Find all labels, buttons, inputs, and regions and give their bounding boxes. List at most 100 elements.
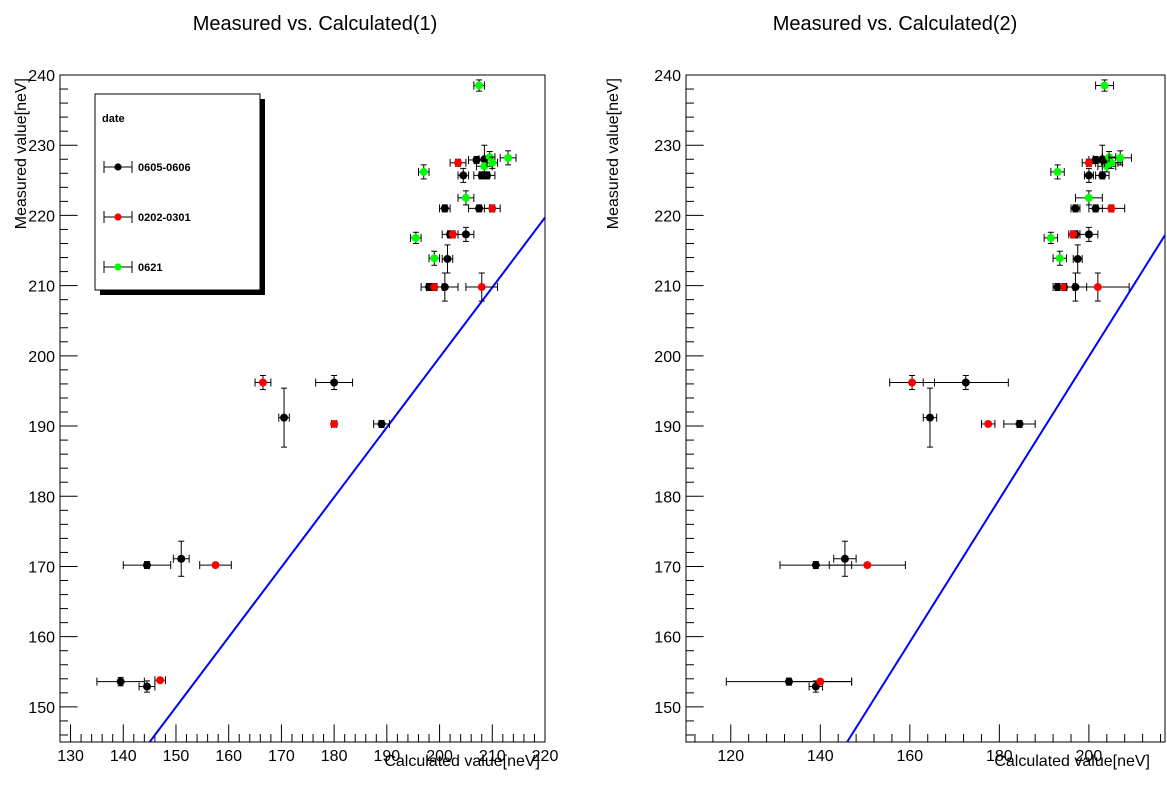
- data-point-0605-0606: [1071, 204, 1079, 212]
- legend-title: date: [102, 113, 125, 125]
- data-point-0202-0301: [1069, 230, 1077, 238]
- data-point-0605-0606: [841, 555, 849, 563]
- y-tick-label: 200: [654, 349, 681, 366]
- data-point-0202-0301: [330, 420, 338, 428]
- legend-marker-0621: [114, 263, 121, 270]
- data-point-0202-0301: [908, 379, 916, 387]
- data-point-0605-0606: [1016, 420, 1024, 428]
- y-tick-label: 170: [28, 559, 55, 576]
- data-point-0605-0606: [1074, 255, 1082, 263]
- y-axis-label-right: Measured value[neV]: [605, 78, 622, 229]
- data-point-0605-0606: [812, 561, 820, 569]
- data-point-0202-0301: [1094, 283, 1102, 291]
- data-point-0202-0301: [1107, 204, 1115, 212]
- x-tick-label: 150: [163, 748, 190, 765]
- data-point-0621: [1056, 254, 1064, 262]
- x-tick-label: 210: [479, 748, 506, 765]
- y-tick-label: 190: [654, 419, 681, 436]
- x-tick-label: 130: [57, 748, 84, 765]
- chart-title-right: Measured vs. Calculated(2): [773, 13, 1018, 35]
- data-point-0605-0606: [117, 678, 125, 686]
- data-point-0202-0301: [454, 159, 462, 167]
- legend-left: date 0605-0606 0202-0301 0621: [95, 94, 265, 295]
- x-tick-label: 200: [426, 748, 453, 765]
- data-point-0621: [462, 194, 470, 202]
- data-point-0605-0606: [143, 683, 151, 691]
- data-point-0621: [412, 234, 420, 242]
- y-tick-label: 220: [28, 208, 55, 225]
- legend-marker-0605-0606: [114, 163, 121, 170]
- data-point-0202-0301: [1085, 159, 1093, 167]
- x-tick-label: 140: [110, 748, 137, 765]
- data-point-0202-0301: [816, 678, 824, 686]
- data-point-0621: [1101, 82, 1109, 90]
- data-point-0605-0606: [1085, 171, 1093, 179]
- data-point-0621: [1107, 159, 1115, 167]
- x-tick-label: 180: [986, 748, 1013, 765]
- y-tick-label: 160: [654, 630, 681, 647]
- data-point-0605-0606: [177, 555, 185, 563]
- y-tick-label: 170: [654, 559, 681, 576]
- data-point-0605-0606: [443, 255, 451, 263]
- data-point-0605-0606: [459, 171, 467, 179]
- y-tick-label: 180: [654, 489, 681, 506]
- x-tick-label: 190: [373, 748, 400, 765]
- chart-title-left: Measured vs. Calculated(1): [193, 13, 438, 35]
- y-tick-label: 220: [654, 208, 681, 225]
- legend-label-0605-0606: 0605-0606: [138, 162, 191, 174]
- data-point-0621: [1085, 194, 1093, 202]
- x-tick-label: 180: [321, 748, 348, 765]
- data-point-0621: [430, 254, 438, 262]
- y-tick-label: 160: [28, 630, 55, 647]
- data-point-0621: [1054, 168, 1062, 176]
- y-tick-label: 230: [28, 138, 55, 155]
- data-point-0605-0606: [926, 414, 934, 422]
- y-tick-label: 210: [28, 279, 55, 296]
- data-point-0621: [1116, 154, 1124, 162]
- y-tick-label: 150: [28, 700, 55, 717]
- data-point-0605-0606: [280, 414, 288, 422]
- data-point-0605-0606: [330, 379, 338, 387]
- legend-marker-0202-0301: [114, 213, 121, 220]
- data-point-0202-0301: [156, 676, 164, 684]
- data-point-0605-0606: [143, 561, 151, 569]
- y-tick-label: 200: [28, 349, 55, 366]
- y-tick-label: 230: [654, 138, 681, 155]
- data-point-0202-0301: [863, 561, 871, 569]
- y-tick-label: 180: [28, 489, 55, 506]
- x-tick-label: 140: [807, 748, 834, 765]
- x-tick-label: 160: [215, 748, 242, 765]
- y-tick-label: 240: [28, 68, 55, 85]
- x-axis-label-right: Calculated value[neV]: [994, 753, 1150, 770]
- data-point-0605-0606: [1085, 230, 1093, 238]
- data-point-0202-0301: [430, 283, 438, 291]
- data-point-0605-0606: [462, 230, 470, 238]
- y-tick-label: 190: [28, 419, 55, 436]
- data-point-0202-0301: [449, 230, 457, 238]
- y-tick-label: 240: [654, 68, 681, 85]
- x-tick-label: 160: [896, 748, 923, 765]
- data-point-0605-0606: [962, 379, 970, 387]
- x-tick-label: 120: [717, 748, 744, 765]
- data-point-0202-0301: [478, 283, 486, 291]
- x-tick-label: 220: [532, 748, 559, 765]
- data-point-0621: [420, 168, 428, 176]
- y-tick-label: 210: [654, 279, 681, 296]
- data-point-0605-0606: [378, 420, 386, 428]
- data-point-0605-0606: [483, 171, 491, 179]
- data-point-0605-0606: [475, 204, 483, 212]
- x-tick-label: 170: [268, 748, 295, 765]
- data-point-0605-0606: [441, 204, 449, 212]
- x-axis-label-left: Calculated value[neV]: [384, 753, 540, 770]
- data-point-0621: [504, 154, 512, 162]
- data-point-0202-0301: [488, 204, 496, 212]
- data-point-0202-0301: [212, 561, 220, 569]
- data-point-0202-0301: [984, 420, 992, 428]
- legend-label-0621: 0621: [138, 262, 162, 274]
- data-point-0202-0301: [259, 379, 267, 387]
- data-point-0621: [1047, 234, 1055, 242]
- data-point-0621: [488, 159, 496, 167]
- legend-label-0202-0301: 0202-0301: [138, 212, 191, 224]
- y-tick-label: 150: [654, 700, 681, 717]
